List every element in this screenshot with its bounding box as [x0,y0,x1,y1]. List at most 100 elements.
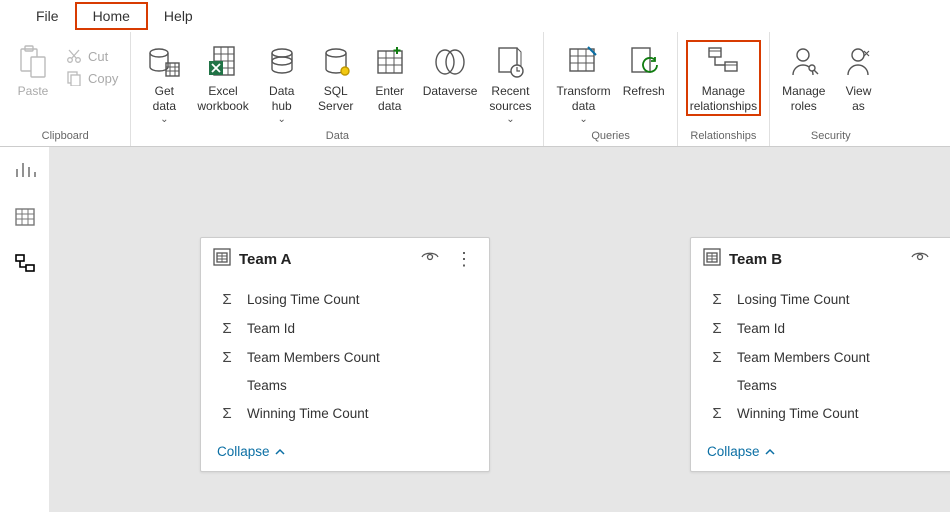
field-name: Winning Time Count [737,406,859,421]
manage-relationships-button[interactable]: Manage relationships [686,40,761,116]
workspace: Team A⋮ΣLosing Time CountΣTeam IdΣTeam M… [0,147,950,512]
more-options-icon[interactable]: ⋮ [941,249,950,270]
transform-label: Transform data [556,84,610,114]
excel-label: Excel workbook [197,84,248,114]
sql-server-icon [321,42,351,82]
chevron-up-icon [764,446,776,458]
data-view-icon [14,206,36,228]
chevron-down-icon: ⌄ [160,114,168,127]
tab-file[interactable]: File [20,4,75,28]
group-label-clipboard: Clipboard [8,130,122,144]
ribbon-group-security: Manage roles View as Security [770,32,891,146]
manage-rel-label: Manage relationships [690,84,757,114]
sigma-icon: Σ [707,291,727,308]
enter-data-button[interactable]: Enter data [365,40,415,116]
field-row[interactable]: ΣWinning Time Count [213,399,477,428]
enter-data-label: Enter data [375,84,404,114]
field-row[interactable]: ΣTeam Id [703,314,950,343]
manage-roles-button[interactable]: Manage roles [778,40,829,116]
chevron-down-icon: ⌄ [278,114,286,127]
card-title: Team A [239,251,409,268]
table-card[interactable]: Team B⋮ΣLosing Time CountΣTeam IdΣTeam M… [690,237,950,472]
sigma-icon: Σ [707,349,727,366]
transform-data-icon [568,42,600,82]
manage-roles-icon [789,42,819,82]
table-icon [213,248,231,271]
view-as-icon [844,42,872,82]
paste-label: Paste [18,84,49,99]
copy-button[interactable]: Copy [62,68,122,88]
collapse-link[interactable]: Collapse [691,436,950,471]
more-options-icon[interactable]: ⋮ [451,249,477,270]
recent-sources-icon [495,42,525,82]
refresh-button[interactable]: Refresh [619,40,669,101]
table-card[interactable]: Team A ⋮ Σ Losing Time Count Σ Team Id ΣTeam M… [200,237,490,472]
field-row[interactable]: Σ Losing Time Count [703,285,950,314]
data-view-button[interactable] [14,206,36,233]
field-name: Team Members Count [737,350,870,365]
paste-button[interactable]: Paste [8,40,58,101]
card-title: Team B [729,251,899,268]
cut-icon [66,48,82,64]
ribbon-group-clipboard: Paste Cut Copy Clipboard [0,32,131,146]
excel-workbook-button[interactable]: Excel workbook [193,40,252,116]
cut-button[interactable]: Cut [62,46,122,66]
field-row[interactable]: Σ Losing Time Count [213,285,477,314]
field-name: Winning Time Count [247,406,369,421]
refresh-icon [629,42,659,82]
sql-label: SQL Server [318,84,353,114]
card-fields: Σ Losing Time Count Σ Team Id ΣTeam Members … [201,281,489,436]
collapse-link[interactable]: Collapse [201,436,489,471]
model-view-button[interactable] [14,253,36,280]
sigma-icon: Σ [217,291,237,308]
manage-relationships-icon [706,42,740,82]
recent-label: Recent sources [489,84,531,114]
field-name: Losing Time Count [247,292,360,307]
chevron-down-icon: ⌄ [506,114,514,127]
cut-label: Cut [88,49,108,64]
copy-icon [66,70,82,86]
field-name: Losing Time Count [737,292,850,307]
field-row[interactable]: Teams [213,372,477,399]
data-hub-button[interactable]: Data hub ⌄ [257,40,307,129]
tab-home[interactable]: Home [75,2,148,30]
get-data-button[interactable]: Get data ⌄ [139,40,189,129]
view-as-label: View as [846,84,872,114]
ribbon-group-queries: Transform data ⌄ Refresh Queries [544,32,677,146]
report-view-icon [14,159,36,181]
table-icon [703,248,721,271]
dataverse-button[interactable]: Dataverse [419,40,482,101]
visibility-icon[interactable] [417,248,443,271]
field-name: Team Id [247,321,295,336]
chevron-up-icon [274,446,286,458]
transform-data-button[interactable]: Transform data ⌄ [552,40,614,129]
copy-label: Copy [88,71,118,86]
card-header: Team B ⋮ [691,238,950,281]
field-row[interactable]: ΣTeam Members Count [213,343,477,372]
field-row[interactable]: Σ Team Id [213,314,477,343]
dataverse-icon [434,42,466,82]
field-row[interactable]: Σ Team Members Count [703,343,950,372]
sql-server-button[interactable]: SQL Server [311,40,361,116]
group-label-queries: Queries [552,130,668,144]
field-row[interactable]: Teams [703,372,950,399]
sigma-icon: Σ [707,320,727,337]
visibility-icon[interactable] [907,248,933,271]
sigma-icon: Σ [217,320,237,337]
ribbon: Paste Cut Copy Clipboard Get data [0,32,950,147]
data-hub-icon [267,42,297,82]
menu-tabs: File Home Help [0,0,950,32]
view-as-button[interactable]: View as [833,40,883,116]
dataverse-label: Dataverse [423,84,478,99]
group-label-security: Security [778,130,883,144]
field-row[interactable]: ΣWinning Time Count [703,399,950,428]
ribbon-group-relationships: Manage relationships Relationships [678,32,770,146]
report-view-button[interactable] [14,159,36,186]
roles-label: Manage roles [782,84,825,114]
tab-help[interactable]: Help [148,4,209,28]
field-name: Team Members Count [247,350,380,365]
recent-sources-button[interactable]: Recent sources ⌄ [485,40,535,129]
get-data-icon [147,42,181,82]
model-canvas[interactable]: Team A⋮ΣLosing Time CountΣTeam IdΣTeam M… [50,147,950,512]
view-rail [0,147,50,512]
